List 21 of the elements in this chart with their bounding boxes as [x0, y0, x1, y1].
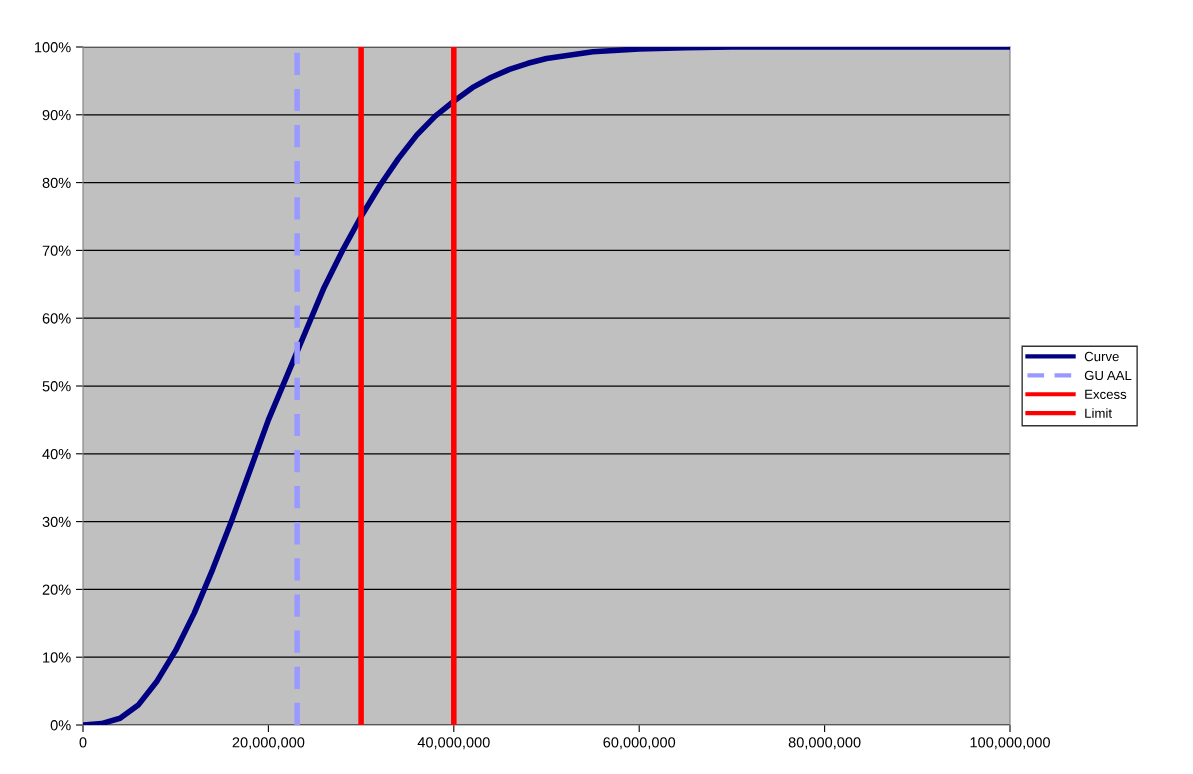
y-tick-label: 20% [42, 584, 71, 595]
y-tick-label: 100% [35, 42, 71, 53]
x-tick-label: 20,000,000 [232, 737, 305, 750]
y-tick-label: 0% [50, 720, 71, 731]
y-tick-label: 60% [42, 313, 71, 324]
legend-label: Curve [1084, 351, 1119, 362]
y-tick-label: 10% [43, 652, 71, 663]
y-tick-label: 40% [42, 448, 71, 460]
x-tick-label: 60,000,000 [603, 737, 676, 750]
y-tick-label: 50% [42, 381, 71, 392]
x-tick-label: 40,000,000 [417, 737, 490, 750]
legend-label: Excess [1085, 389, 1127, 399]
x-tick-label: 100,000,000 [970, 737, 1050, 750]
legend-label: GU AAL [1084, 370, 1132, 381]
x-tick-label: 0 [79, 737, 87, 748]
y-tick-label: 80% [42, 177, 71, 189]
legend-label: Limit [1085, 408, 1112, 418]
x-tick-label: 80,000,000 [788, 737, 861, 750]
y-tick-label: 30% [42, 516, 71, 528]
y-tick-label: 90% [42, 109, 71, 121]
y-tick-label: 70% [42, 245, 71, 256]
